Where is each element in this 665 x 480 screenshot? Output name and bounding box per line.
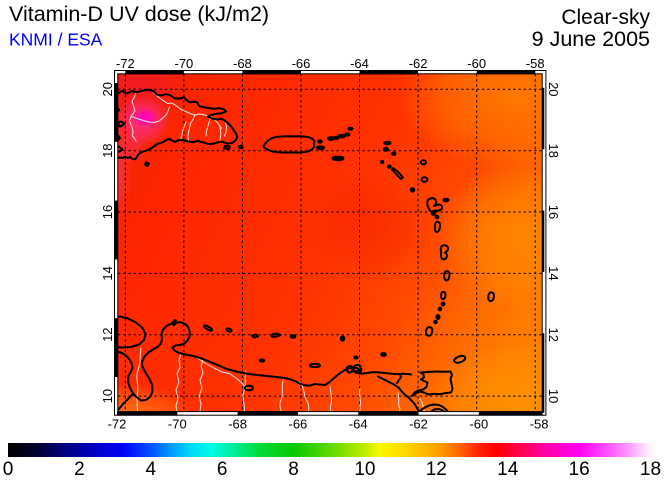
svg-text:6: 6 — [217, 459, 228, 480]
svg-text:-68: -68 — [228, 417, 247, 432]
svg-text:-66: -66 — [292, 56, 311, 71]
svg-text:14: 14 — [497, 459, 519, 480]
svg-text:-64: -64 — [349, 417, 368, 432]
svg-text:-72: -72 — [108, 417, 127, 432]
svg-text:14: 14 — [100, 266, 115, 280]
svg-text:-62: -62 — [409, 417, 428, 432]
svg-text:18: 18 — [100, 143, 115, 157]
svg-text:10: 10 — [546, 389, 561, 403]
svg-text:20: 20 — [100, 82, 115, 96]
svg-text:12: 12 — [426, 459, 447, 480]
svg-text:10: 10 — [354, 459, 375, 480]
svg-text:KNMI / ESA: KNMI / ESA — [9, 30, 103, 50]
svg-text:-62: -62 — [409, 56, 428, 71]
svg-text:4: 4 — [146, 459, 157, 480]
svg-text:12: 12 — [100, 327, 115, 341]
svg-text:16: 16 — [546, 205, 561, 219]
svg-text:0: 0 — [3, 459, 14, 480]
svg-text:-60: -60 — [467, 56, 486, 71]
svg-text:16: 16 — [100, 205, 115, 219]
svg-text:-70: -70 — [175, 56, 194, 71]
svg-text:-58: -58 — [530, 417, 549, 432]
svg-text:18: 18 — [640, 459, 661, 480]
svg-text:-70: -70 — [168, 417, 187, 432]
svg-text:9 June 2005: 9 June 2005 — [532, 27, 650, 51]
svg-text:16: 16 — [569, 459, 590, 480]
svg-text:14: 14 — [546, 266, 561, 280]
svg-text:-66: -66 — [289, 417, 308, 432]
svg-text:-60: -60 — [469, 417, 488, 432]
svg-text:-72: -72 — [116, 56, 135, 71]
svg-text:-64: -64 — [350, 56, 369, 71]
svg-text:-58: -58 — [526, 56, 545, 71]
svg-text:18: 18 — [546, 143, 561, 157]
svg-text:Vitamin-D UV dose (kJ/m2): Vitamin-D UV dose (kJ/m2) — [9, 2, 269, 26]
svg-text:-68: -68 — [233, 56, 252, 71]
svg-text:10: 10 — [100, 389, 115, 403]
svg-text:Clear-sky: Clear-sky — [561, 6, 650, 29]
svg-text:20: 20 — [546, 82, 561, 96]
svg-text:2: 2 — [74, 459, 85, 480]
svg-text:12: 12 — [546, 327, 561, 341]
svg-text:8: 8 — [288, 459, 299, 480]
